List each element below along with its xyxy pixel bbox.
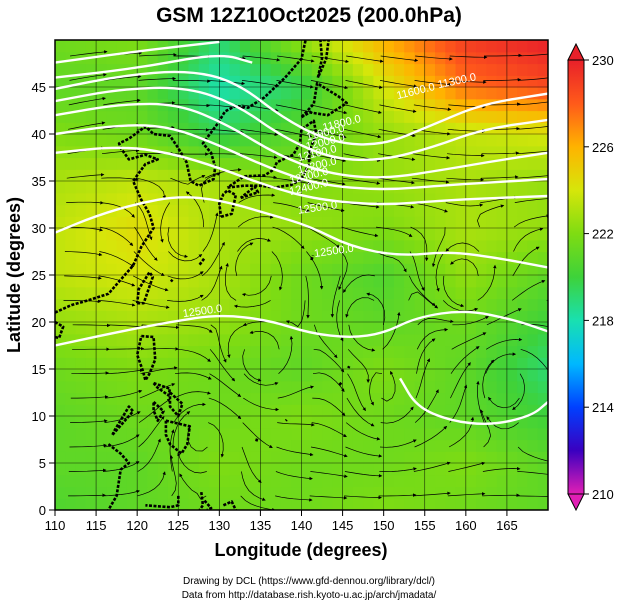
colorbar-max-triangle xyxy=(567,42,585,61)
x-tick-label: 160 xyxy=(455,518,477,533)
grid xyxy=(55,40,548,510)
y-axis-ticks: 0 5 10 15 20 25 30 35 40 45 xyxy=(32,80,55,518)
y-tick-label: 45 xyxy=(32,80,46,95)
colorbar-min-triangle xyxy=(567,493,585,512)
y-tick-label: 40 xyxy=(32,127,46,142)
x-tick-label: 135 xyxy=(250,518,272,533)
credit-dcl: Drawing by DCL (https://www.gfd-dennou.o… xyxy=(183,576,435,587)
colorbar-tick-label: 210 xyxy=(592,487,614,502)
x-tick-label: 120 xyxy=(126,518,148,533)
y-tick-label: 20 xyxy=(32,315,46,330)
y-tick-label: 5 xyxy=(39,456,46,471)
wind-streamlines xyxy=(63,50,548,510)
x-tick-label: 115 xyxy=(86,518,107,533)
x-tick-label: 125 xyxy=(167,518,189,533)
x-tick-label: 110 xyxy=(45,518,66,533)
colorbar-tick-label: 222 xyxy=(592,227,614,242)
x-tick-label: 145 xyxy=(332,518,354,533)
x-tick-label: 155 xyxy=(414,518,436,533)
y-tick-label: 15 xyxy=(32,362,46,377)
y-axis-label: Latitude (degrees) xyxy=(4,197,24,353)
contour-label: 12500.0 xyxy=(313,243,354,260)
plot-area: 11300.011600.011800.011900.012000.012100… xyxy=(54,39,549,511)
colorbar-tick-label: 226 xyxy=(592,140,614,155)
y-tick-label: 0 xyxy=(39,503,46,518)
contour-label: 12500.0 xyxy=(182,303,223,320)
colorbar-scale xyxy=(567,59,585,495)
y-tick-label: 35 xyxy=(32,174,46,189)
colorbar: 210 214 218 222 226 230 xyxy=(567,42,614,512)
colorbar-tick-label: 230 xyxy=(592,53,614,68)
x-axis-ticks: 110 115 120 125 130 135 140 145 150 155 160 165 xyxy=(45,510,518,533)
colorbar-tick-label: 214 xyxy=(592,400,614,415)
x-tick-label: 140 xyxy=(291,518,313,533)
y-tick-label: 25 xyxy=(32,268,46,283)
credit-data-source: Data from http://database.rish.kyoto-u.a… xyxy=(182,590,437,601)
height-contours xyxy=(55,40,548,426)
x-tick-label: 150 xyxy=(373,518,395,533)
chart-title: GSM 12Z10Oct2025 (200.0hPa) xyxy=(156,4,462,27)
contour-label: 12500.0 xyxy=(297,199,338,216)
x-axis-label: Longitude (degrees) xyxy=(214,540,387,560)
colorbar-tick-label: 218 xyxy=(592,313,614,328)
y-tick-label: 10 xyxy=(32,409,46,424)
colorbar-ticks: 210 214 218 222 226 230 xyxy=(584,53,614,502)
y-tick-label: 30 xyxy=(32,221,46,236)
x-tick-label: 165 xyxy=(496,518,518,533)
x-tick-label: 130 xyxy=(208,518,230,533)
